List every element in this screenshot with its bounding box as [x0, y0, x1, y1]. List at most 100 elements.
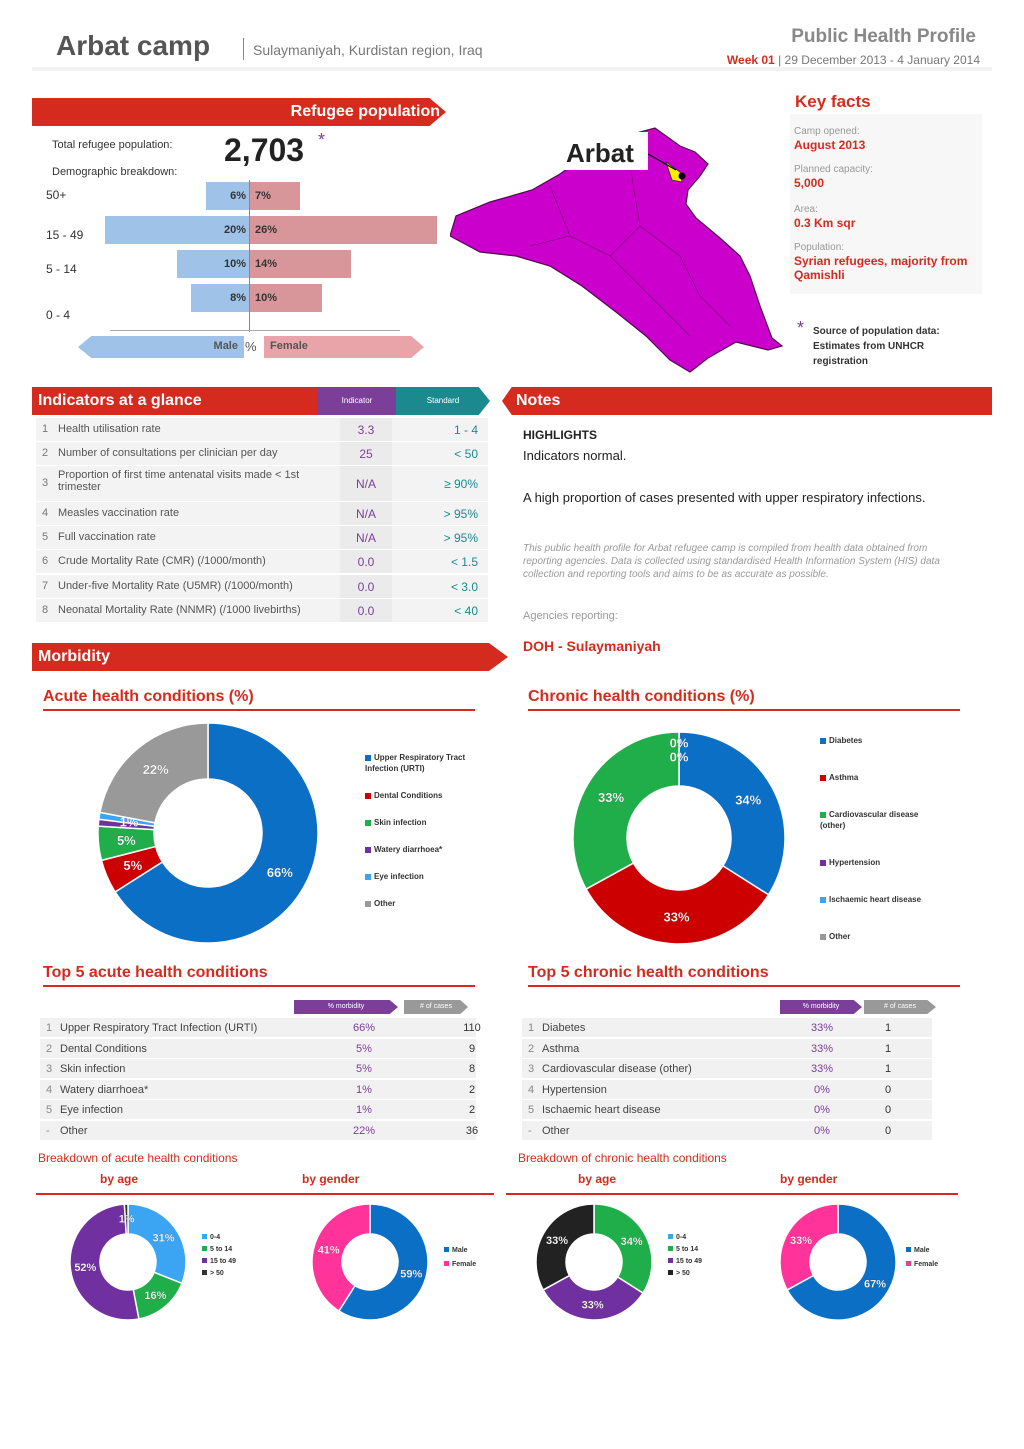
notes-highlights-title: HIGHLIGHTS [523, 428, 597, 442]
condition-cases: 2 [468, 1104, 476, 1116]
acute-morbidity-col-header: % morbidity [294, 1000, 398, 1014]
indicator-number: 2 [42, 447, 49, 459]
acute-age-donut: 31% 16% 52% 1% [60, 1196, 200, 1326]
acute-morbidity-col-label: % morbidity [327, 1003, 365, 1010]
female-axis-label: Female [270, 340, 308, 352]
condition-label: Diabetes [542, 1022, 586, 1034]
report-week: Week 01 | 29 December 2013 - 4 January 2… [727, 53, 980, 67]
condition-row: - Other 22% 36 [40, 1120, 478, 1141]
chronic-morbidity-col-header: % morbidity [780, 1000, 862, 1014]
top-acute-title: Top 5 acute health conditions [43, 964, 475, 987]
legend-swatch [906, 1261, 911, 1266]
chronic-age-donut: 0%34%33%33% [524, 1196, 664, 1326]
donut-slice [786, 1203, 897, 1321]
condition-morbidity: 0% [814, 1124, 830, 1137]
breakdown-acute-title: Breakdown of acute health conditions [38, 1151, 238, 1165]
acute-age-legend: 0-4 5 to 14 15 to 49 > 50 [202, 1232, 236, 1280]
source-asterisk: * [797, 318, 805, 338]
legend-label: Male [452, 1247, 468, 1254]
male-bar: 6% [205, 182, 249, 210]
report-title: Public Health Profile [791, 26, 976, 47]
age-group-label: 5 - 14 [46, 262, 77, 276]
chronic-gender-donut: 67% 33% [766, 1196, 906, 1326]
indicator-row: 7 Under-five Mortality Rate (U5MR) (/1000… [36, 575, 488, 599]
map-label-leader [647, 153, 677, 171]
condition-cases: 1 [884, 1042, 892, 1055]
legend-swatch [202, 1258, 207, 1263]
acute-age-donut-svg: 31% 16% 52% 1% [69, 1203, 187, 1321]
legend-swatch [668, 1246, 673, 1251]
acute-gender-legend: Male Female [444, 1245, 476, 1273]
demographic-label: Demographic breakdown: [52, 166, 178, 178]
condition-row: 3 Cardiovascular disease (other) 33% 1 [522, 1059, 932, 1079]
legend-swatch [820, 896, 826, 903]
condition-morbidity: 33% [810, 1063, 834, 1075]
female-bar: 14% [250, 250, 351, 278]
condition-rank: 4 [528, 1083, 535, 1096]
age-group-label: 15 - 49 [46, 228, 84, 242]
legend-swatch [820, 774, 826, 781]
legend-label: > 50 [210, 1270, 224, 1277]
indicator-label: Crude Mortality Rate (CMR) (/1000/month) [58, 555, 266, 567]
indicator-value: 25 [340, 442, 392, 465]
legend-swatch [365, 846, 371, 853]
condition-label: Eye infection [60, 1104, 123, 1116]
acute-gender-donut-svg: 59% 41% [311, 1203, 429, 1321]
indicator-standard: < 3.0 [450, 580, 478, 594]
indicator-number: 4 [42, 507, 49, 519]
legend-label: Watery diarrhoea* [374, 845, 443, 854]
legend-swatch [365, 900, 371, 907]
acute-chart-legend: Upper Respiratory Tract Infection (URTI)… [365, 752, 485, 925]
condition-morbidity: 1% [356, 1083, 372, 1096]
donut-slice [123, 1203, 129, 1235]
male-bar: 10% [177, 250, 249, 278]
pyramid-row: 15 - 49 20% 26% [40, 216, 450, 244]
condition-cases: 9 [468, 1042, 476, 1055]
condition-label: Hypertension [542, 1083, 607, 1096]
donut-slice-label: 33% [546, 1235, 568, 1247]
donut-slice-label: 31% [153, 1232, 175, 1244]
condition-label: Ischaemic heart disease [542, 1104, 661, 1116]
acute-by-gender-label: by gender [302, 1172, 360, 1186]
notes-highlights-line: Indicators normal. [523, 448, 627, 463]
chronic-chart-title: Chronic health conditions (%) [528, 688, 960, 711]
indicator-value: 0.0 [340, 599, 392, 622]
chronic-cases-col-label: # of cases [884, 1003, 916, 1010]
legend-item: Watery diarrhoea* [365, 844, 485, 855]
condition-label: Other [542, 1124, 570, 1137]
acute-donut-svg: 66%5%5%1%1%22% [97, 722, 319, 944]
donut-slice [593, 1203, 653, 1295]
condition-rank: 2 [528, 1042, 535, 1055]
donut-slice-label: 0% [670, 749, 689, 764]
agencies-label: Agencies reporting: [523, 610, 618, 622]
legend-item: 5 to 14 [202, 1244, 236, 1256]
indicator-row: 6 Crude Mortality Rate (CMR) (/1000/month… [36, 550, 488, 574]
legend-label: Upper Respiratory Tract Infection (URTI) [365, 753, 466, 773]
indicator-col-label: Indicator [341, 396, 373, 405]
map-label-box [562, 132, 648, 170]
female-bar-value: 14% [255, 258, 278, 270]
key-fact-label: Camp opened: [794, 126, 860, 137]
legend-label: 15 to 49 [676, 1258, 703, 1265]
title-separator [243, 38, 244, 60]
legend-label: Eye infection [374, 872, 424, 881]
condition-cases: 36 [465, 1124, 479, 1137]
condition-morbidity: 33% [810, 1022, 834, 1034]
condition-label: Dental Conditions [60, 1042, 147, 1055]
date-range: | 29 December 2013 - 4 January 2014 [778, 53, 980, 67]
legend-item: Male [906, 1245, 938, 1257]
acute-breakdown-underline [36, 1193, 494, 1195]
legend-swatch [444, 1261, 449, 1266]
condition-row: - Other 0% 0 [522, 1120, 932, 1141]
legend-swatch [668, 1234, 673, 1239]
legend-item: Dental Conditions [365, 790, 485, 801]
condition-morbidity: 5% [356, 1063, 372, 1075]
donut-slice-label: 34% [621, 1236, 643, 1248]
indicator-standard: < 50 [454, 447, 478, 461]
chronic-age-legend: 0-4 5 to 14 15 to 49 > 50 [668, 1232, 702, 1280]
indicator-number: 3 [42, 477, 49, 489]
total-population-value: 2,703 [224, 132, 305, 168]
legend-label: Hypertension [829, 858, 881, 867]
condition-label: Other [60, 1124, 88, 1137]
chronic-breakdown-underline [506, 1193, 958, 1195]
